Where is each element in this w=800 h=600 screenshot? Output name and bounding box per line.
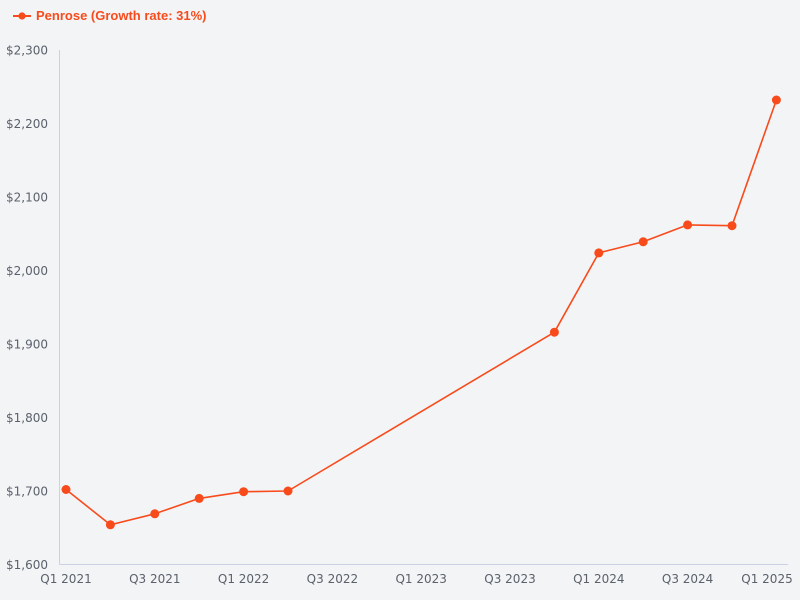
x-tick-label: Q3 2024 xyxy=(662,572,713,586)
y-tick-label: $2,100 xyxy=(6,191,48,205)
data-point[interactable] xyxy=(61,485,71,494)
legend-label: Penrose (Growth rate: 31%) xyxy=(36,8,207,23)
x-tick-label: Q1 2025 xyxy=(741,572,792,586)
data-point[interactable] xyxy=(594,248,604,258)
data-point[interactable] xyxy=(194,493,204,503)
x-tick-label: Q3 2021 xyxy=(129,572,180,586)
data-point[interactable] xyxy=(638,237,648,247)
legend-item-penrose[interactable]: Penrose (Growth rate: 31%) xyxy=(12,8,207,23)
y-tick-label: $2,200 xyxy=(6,117,48,131)
y-tick-label: $1,700 xyxy=(6,485,48,499)
data-point[interactable] xyxy=(105,520,115,530)
y-tick-label: $1,800 xyxy=(6,411,48,425)
data-point[interactable] xyxy=(683,220,693,230)
legend-line-marker-icon xyxy=(13,11,31,20)
data-point[interactable] xyxy=(283,486,293,496)
x-tick-label: Q1 2024 xyxy=(573,572,624,586)
data-point[interactable] xyxy=(727,221,737,231)
data-point[interactable] xyxy=(549,327,559,337)
x-tick-label: Q1 2023 xyxy=(395,572,446,586)
y-tick-label: $2,300 xyxy=(6,44,48,58)
x-tick-label: Q1 2022 xyxy=(218,572,269,586)
series-line xyxy=(65,99,778,526)
data-point[interactable] xyxy=(150,509,160,519)
y-tick-label: $1,900 xyxy=(6,338,48,352)
data-point[interactable] xyxy=(771,95,781,105)
data-point[interactable] xyxy=(239,487,249,497)
x-tick-label: Q3 2023 xyxy=(484,572,535,586)
x-tick-label: Q1 2021 xyxy=(40,572,91,586)
y-tick-label: $2,000 xyxy=(6,264,48,278)
x-tick-label: Q3 2022 xyxy=(307,572,358,586)
y-tick-label: $1,600 xyxy=(6,558,48,572)
